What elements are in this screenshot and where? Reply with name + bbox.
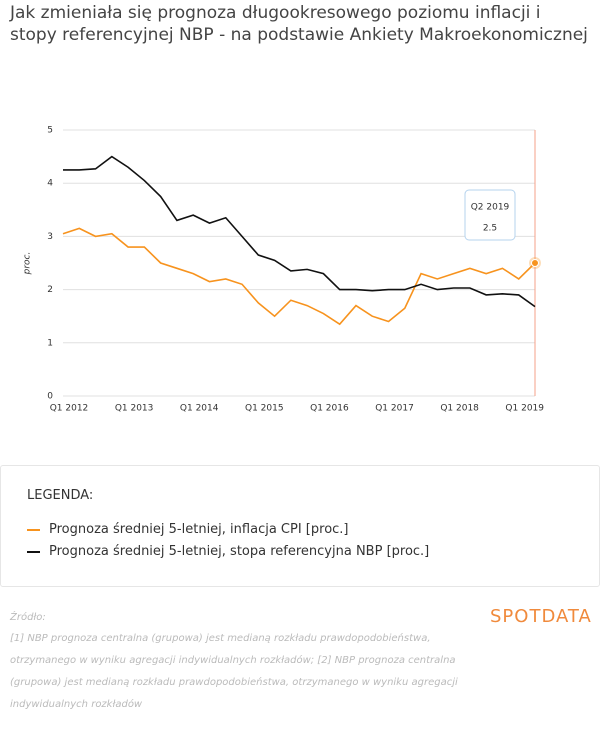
tooltip-value: 2.5	[483, 224, 497, 234]
y-tick-label: 3	[47, 232, 53, 242]
series-line	[62, 227, 536, 326]
x-tick-label: Q1 2017	[375, 404, 414, 414]
x-tick-label: Q1 2014	[180, 404, 219, 414]
legend-label: Prognoza średniej 5-letniej, stopa refer…	[49, 544, 430, 559]
x-tick-label: Q1 2019	[505, 404, 544, 414]
legend: LEGENDA: Prognoza średniej 5-letniej, in…	[0, 465, 600, 587]
y-tick-label: 0	[47, 392, 53, 402]
y-tick-label: 2	[47, 285, 53, 295]
source-label: Źródło:	[10, 612, 46, 623]
chart: 0 1 2 3 4 5 proc. Q1 2012 Q1 2013 Q1 2014 Q1 2015 Q…	[23, 126, 545, 414]
x-tick-label: Q1 2015	[245, 404, 284, 414]
legend-title: LEGENDA:	[27, 488, 94, 503]
y-tick-label: 5	[47, 126, 53, 136]
chart-title: Jak zmieniała się prognoza długookresowe…	[10, 3, 588, 45]
legend-item: Prognoza średniej 5-letniej, stopa refer…	[27, 544, 429, 559]
x-tick-label: Q1 2018	[440, 404, 479, 414]
y-tick-label: 4	[47, 179, 53, 189]
source-text: [1] NBP prognoza centralna (grupowa) jes…	[10, 633, 458, 710]
tooltip-category: Q2 2019	[471, 203, 510, 213]
legend-swatch	[27, 550, 40, 553]
legend-item: Prognoza średniej 5-letniej, inflacja CP…	[27, 522, 349, 537]
x-tick-label: Q1 2016	[310, 404, 349, 414]
hover-point	[531, 259, 539, 267]
logo: SPOTDATA	[490, 606, 592, 627]
legend-label: Prognoza średniej 5-letniej, inflacja CP…	[49, 522, 349, 537]
tooltip-box	[464, 189, 516, 241]
y-axis-label: proc.	[23, 252, 33, 276]
x-tick-label: Q1 2012	[50, 404, 89, 414]
legend-swatch	[27, 528, 40, 531]
y-tick-label: 1	[47, 338, 53, 348]
series-line	[63, 155, 536, 308]
x-tick-label: Q1 2013	[115, 404, 154, 414]
